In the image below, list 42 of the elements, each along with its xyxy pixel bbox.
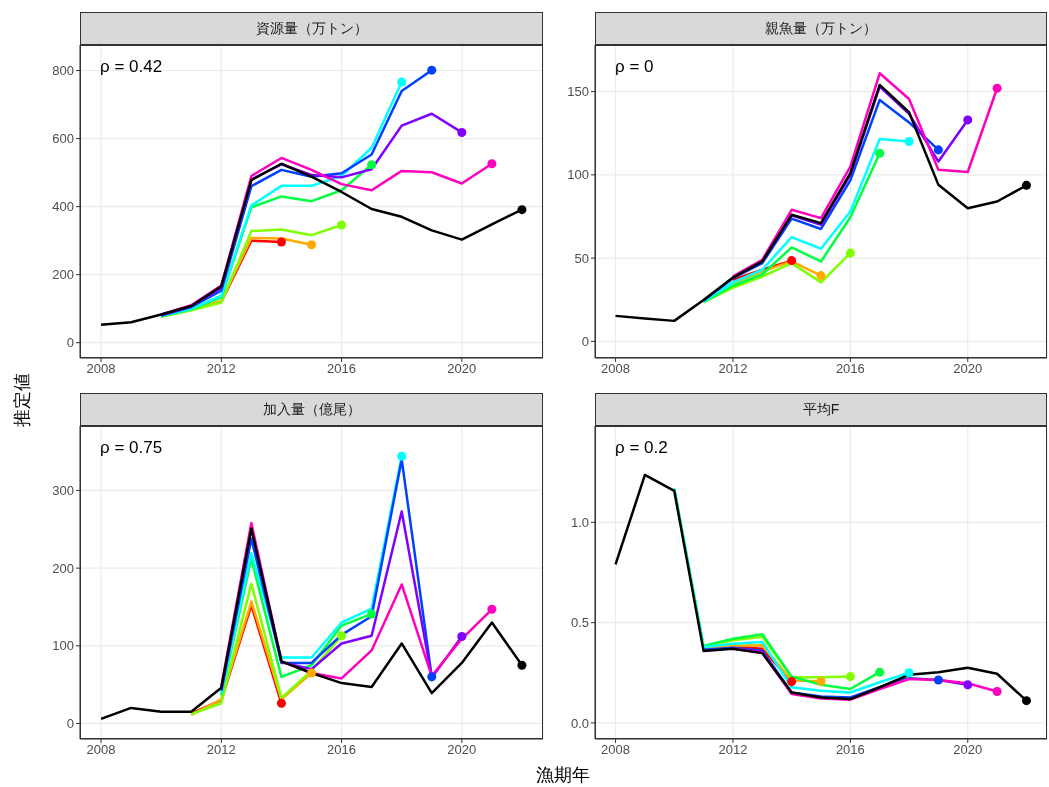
y-tick-label: 0 <box>66 335 74 351</box>
x-tick-label: 2012 <box>718 361 748 377</box>
x-tick-label: 2008 <box>86 742 116 758</box>
x-tick-label: 2012 <box>718 742 748 758</box>
annotation: ρ = 0.42 <box>100 57 163 77</box>
x-tick-label: 2012 <box>206 742 236 758</box>
annotation: ρ = 0.2 <box>615 438 668 458</box>
x-tick-label: 2016 <box>327 361 357 377</box>
y-tick-label: 100 <box>567 167 589 183</box>
annotation: ρ = 0.75 <box>100 438 163 458</box>
chart-title: 平均F <box>595 393 1047 426</box>
y-tick-label: 0.5 <box>570 615 589 631</box>
y-tick-label: 150 <box>567 84 589 100</box>
annotation: ρ = 0 <box>615 57 654 77</box>
y-tick-label: 200 <box>52 560 74 576</box>
y-tick-label: 0 <box>581 333 589 349</box>
chart-title: 親魚量（万トン） <box>595 12 1047 45</box>
x-tick-label: 2020 <box>447 742 477 758</box>
x-tick-label: 2020 <box>447 361 477 377</box>
x-tick-label: 2008 <box>601 361 631 377</box>
x-tick-label: 2020 <box>953 361 983 377</box>
y-tick-label: 800 <box>52 63 74 79</box>
y-tick-label: 100 <box>52 638 74 654</box>
x-tick-label: 2008 <box>601 742 631 758</box>
y-tick-label: 50 <box>574 250 589 266</box>
x-tick-label: 2008 <box>86 361 116 377</box>
y-tick-label: 400 <box>52 199 74 215</box>
y-tick-label: 300 <box>52 483 74 499</box>
x-tick-label: 2016 <box>327 742 357 758</box>
x-tick-label: 2012 <box>206 361 236 377</box>
x-tick-label: 2020 <box>953 742 983 758</box>
x-tick-label: 2016 <box>835 361 865 377</box>
chart-title: 資源量（万トン） <box>80 12 543 45</box>
y-axis-title: 推定値 <box>11 373 33 427</box>
y-tick-label: 200 <box>52 267 74 283</box>
y-tick-label: 0.0 <box>570 715 589 731</box>
x-axis-title: 漁期年 <box>536 764 590 787</box>
y-tick-label: 0 <box>66 716 74 732</box>
y-tick-label: 1.0 <box>570 514 589 530</box>
chart-title: 加入量（億尾） <box>80 393 543 426</box>
y-tick-label: 600 <box>52 131 74 147</box>
x-tick-label: 2016 <box>835 742 865 758</box>
